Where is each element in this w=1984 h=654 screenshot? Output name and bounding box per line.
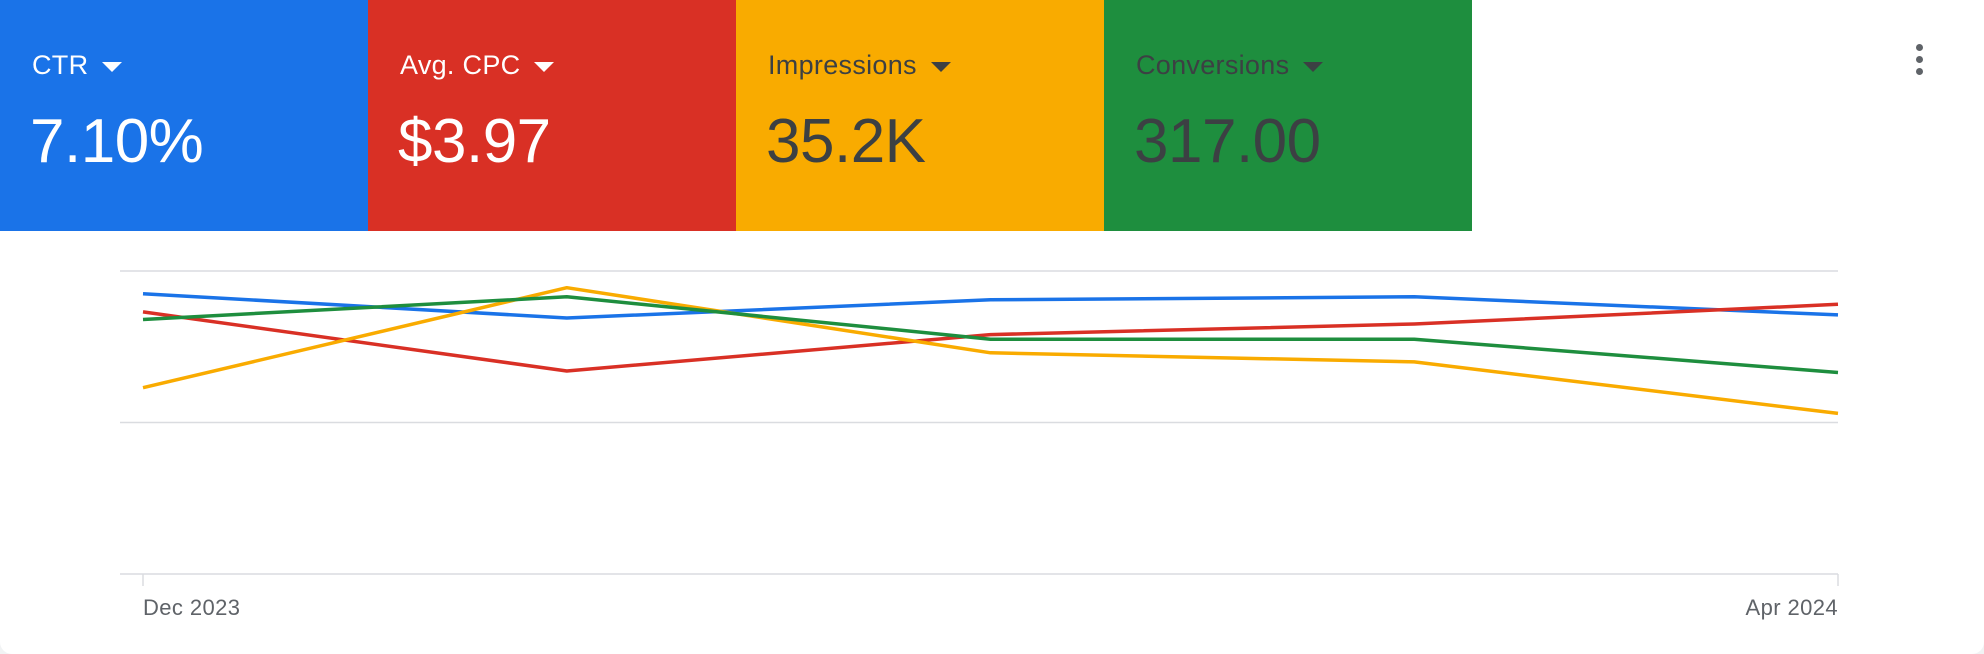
dropdown-arrow-icon [102, 62, 123, 72]
metric-tile-impressions[interactable]: Impressions 35.2K [736, 0, 1104, 231]
metric-selector-conversions[interactable]: Conversions [1136, 50, 1324, 81]
x-tick-label: Apr 2024 [1746, 595, 1839, 620]
dropdown-arrow-icon [1303, 62, 1324, 72]
metric-selector-impressions[interactable]: Impressions [768, 50, 951, 81]
metric-tile-ctr[interactable]: CTR 7.10% [0, 0, 368, 231]
more-vert-icon [1915, 43, 1923, 51]
chart-series [142, 285, 1839, 416]
metric-label: Impressions [768, 50, 917, 80]
dropdown-arrow-icon [930, 62, 951, 72]
series-line-ctr [142, 291, 1839, 320]
metric-label: Conversions [1136, 50, 1290, 80]
x-tick-label: Dec 2023 [143, 595, 240, 620]
more-vert-icon [1915, 67, 1923, 75]
metric-tile-conversions[interactable]: Conversions 317.00 [1104, 0, 1472, 231]
dropdown-arrow-icon [534, 62, 555, 72]
metric-value: $3.97 [398, 107, 551, 176]
x-axis: Dec 2023 Apr 2024 [142, 574, 1839, 620]
metric-selector-avg-cpc[interactable]: Avg. CPC [400, 50, 555, 81]
metric-selector-ctr[interactable]: CTR [32, 50, 123, 81]
metric-value: 7.10% [30, 107, 204, 176]
more-options-button[interactable] [1900, 38, 1938, 80]
metric-tile-avg-cpc[interactable]: Avg. CPC $3.97 [368, 0, 736, 231]
more-vert-icon [1915, 55, 1923, 63]
metric-value: 317.00 [1134, 107, 1321, 176]
metric-tiles: CTR 7.10% Avg. CPC $3.97 Impressions 35.… [0, 0, 1472, 231]
metric-value: 35.2K [766, 107, 926, 176]
series-line-conversions [142, 295, 1839, 375]
metric-label: CTR [32, 50, 89, 80]
series-line-avg-cpc [142, 302, 1839, 373]
series-line-impressions [142, 285, 1839, 416]
metric-label: Avg. CPC [400, 50, 521, 80]
chart-gridlines [120, 270, 1838, 575]
